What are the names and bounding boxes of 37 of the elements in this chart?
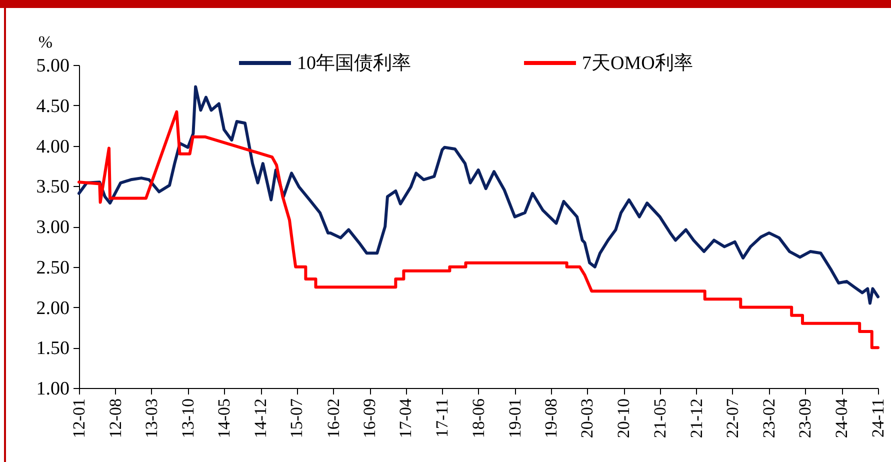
x-tick-label: 12-08 xyxy=(106,398,125,438)
x-tick-label: 20-03 xyxy=(578,398,597,438)
x-tick-label: 16-09 xyxy=(360,398,380,438)
x-tick-label: 17-11 xyxy=(432,398,452,438)
x-tick-label: 23-02 xyxy=(760,398,779,438)
y-tick-label: 1.00 xyxy=(36,378,70,400)
x-tick-label: 23-09 xyxy=(796,398,815,438)
x-tick-label: 24-04 xyxy=(832,398,852,438)
x-tick-label: 14-05 xyxy=(214,398,234,438)
x-tick-label: 22-07 xyxy=(722,398,742,438)
line-series xyxy=(78,110,880,350)
y-tick-label: 2.50 xyxy=(36,257,70,278)
y-tick-label: 4.50 xyxy=(36,96,70,117)
y-tick-label: 1.50 xyxy=(36,338,70,360)
x-tick-label: 20-10 xyxy=(614,398,634,438)
x-tick-label: 18-06 xyxy=(468,398,488,438)
y-tick-label: 4.00 xyxy=(36,136,70,158)
x-tick-label: 19-01 xyxy=(505,398,524,438)
y-tick-label: 2.00 xyxy=(36,298,70,319)
x-tick-label: 21-05 xyxy=(650,398,670,438)
x-tick-label: 16-02 xyxy=(324,398,343,438)
x-tick-label: 14-12 xyxy=(251,398,270,438)
x-tick-label: 17-04 xyxy=(396,398,416,438)
legend-label: 7天OMO利率 xyxy=(582,52,693,74)
x-tick-label: 13-03 xyxy=(142,398,161,438)
x-tick-label: 15-07 xyxy=(287,398,306,438)
y-tick-label: 3.50 xyxy=(36,176,70,198)
x-tick-label: 12-01 xyxy=(70,398,88,438)
y-axis-title: % xyxy=(38,32,53,52)
x-tick-label: 21-12 xyxy=(686,398,706,438)
x-tick-label: 19-08 xyxy=(541,398,560,438)
legend-label: 10年国债利率 xyxy=(297,52,411,74)
y-tick-label: 5.00 xyxy=(36,56,70,76)
x-tick-label: 13-10 xyxy=(178,398,198,438)
x-tick-label: 24-11 xyxy=(868,398,888,438)
line-series xyxy=(78,85,880,305)
y-tick-label: 3.00 xyxy=(36,217,70,238)
